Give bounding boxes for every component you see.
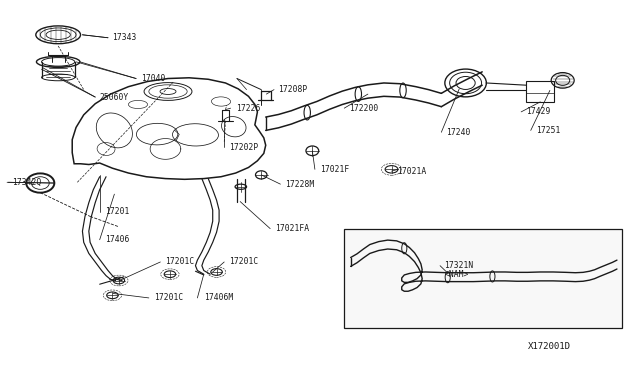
Text: 17240: 17240 [447, 128, 471, 137]
Text: 17342Q: 17342Q [12, 178, 42, 187]
Text: 17251: 17251 [536, 126, 560, 135]
Text: 25060Y: 25060Y [100, 93, 129, 102]
Text: 17208P: 17208P [278, 85, 308, 94]
Text: 17226: 17226 [236, 104, 260, 113]
Text: 17040: 17040 [141, 74, 166, 83]
Bar [526, 81, 554, 102]
Text: 17321N: 17321N [445, 261, 474, 270]
Text: 17228M: 17228M [285, 180, 314, 189]
Text: 17406M: 17406M [204, 294, 233, 302]
Text: X172001D: X172001D [529, 341, 572, 350]
Text: 17202P: 17202P [229, 142, 259, 151]
Text: 17201C: 17201C [229, 257, 259, 266]
Text: 17201C: 17201C [154, 294, 183, 302]
Text: 172200: 172200 [349, 104, 378, 113]
Text: 17406: 17406 [105, 235, 129, 244]
Text: 17021A: 17021A [397, 167, 426, 176]
Bar [344, 230, 622, 328]
Text: 17343: 17343 [113, 33, 137, 42]
Text: 17021FA: 17021FA [275, 224, 309, 233]
Text: 17201C: 17201C [166, 257, 195, 266]
Text: 17429: 17429 [525, 108, 550, 116]
Text: <NAM>: <NAM> [445, 270, 469, 279]
Text: 17021F: 17021F [320, 165, 349, 174]
Text: 17201: 17201 [105, 208, 129, 217]
